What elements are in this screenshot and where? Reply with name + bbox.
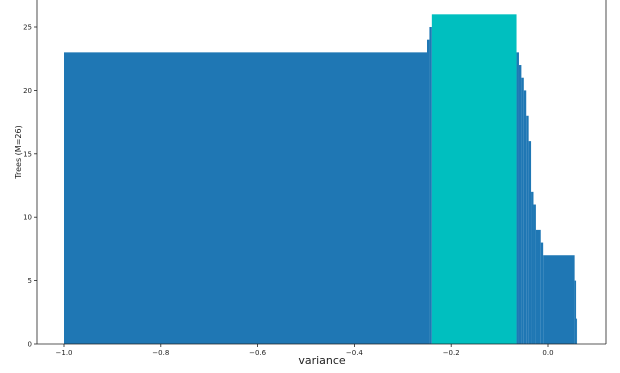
bar-5: [521, 77, 524, 344]
y-axis-label: Trees (M=26): [14, 125, 23, 179]
bar-7: [526, 115, 529, 344]
bars-layer: [64, 14, 578, 345]
bar-8: [528, 141, 532, 344]
bar-10: [533, 204, 536, 344]
bar-12: [540, 242, 544, 344]
bar-3: [516, 52, 519, 345]
x-tick-label: −0.4: [346, 349, 364, 357]
bar-15: [576, 318, 578, 344]
x-tick-label: 0.0: [542, 349, 553, 357]
bar-4: [518, 65, 522, 344]
bar-13: [543, 255, 575, 344]
y-tick-label: 20: [23, 87, 32, 95]
bar-2: [429, 27, 432, 344]
axes-layer: [36, 0, 607, 345]
x-tick-label: −0.2: [443, 349, 460, 357]
bar-9: [531, 191, 534, 344]
y-tick-label: 25: [23, 24, 32, 32]
bar-6: [523, 90, 527, 345]
ticks-layer: −1.0 −0.8 −0.6 −0.4 −0.2 0.0 0 5 10 15 20 25: [23, 24, 553, 358]
highlight-bar-0: [431, 14, 517, 344]
y-tick-label: 0: [28, 341, 32, 349]
y-tick-label: 5: [28, 277, 32, 285]
x-tick-label: −0.6: [249, 349, 267, 357]
bar-0: [64, 52, 427, 345]
bar-1: [427, 39, 430, 345]
x-axis-label: variance: [298, 354, 346, 367]
bar-11: [535, 229, 541, 344]
y-tick-label: 10: [23, 214, 32, 222]
x-tick-label: −0.8: [152, 349, 169, 357]
x-tick-label: −1.0: [56, 349, 73, 357]
y-tick-label: 15: [23, 150, 32, 158]
bar-14: [574, 280, 577, 344]
